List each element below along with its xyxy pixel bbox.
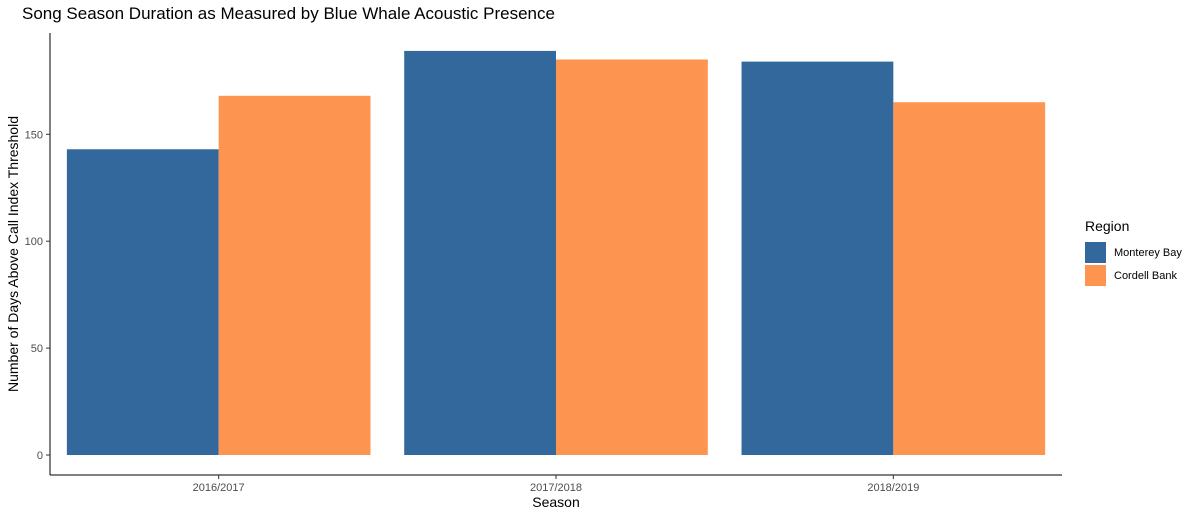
legend-title: Region (1085, 218, 1130, 234)
legend: Region Monterey Bay Cordell Bank (1085, 218, 1200, 287)
y-tick-label: 100 (25, 236, 43, 248)
x-tick-label: 2018/2019 (867, 482, 919, 494)
legend-label: Cordell Bank (1114, 269, 1177, 282)
bar-monterey-bay-2 (404, 50, 556, 455)
x-ticks-group: 2016/2017 2017/2018 2018/2019 (193, 475, 919, 494)
y-tick-label: 150 (25, 129, 43, 141)
bars-group (66, 50, 1046, 456)
bar-monterey-bay-3 (741, 61, 894, 455)
legend-item: Monterey Bay (1085, 241, 1200, 264)
legend-items: Monterey Bay Cordell Bank (1085, 241, 1200, 287)
y-tick-label: 50 (31, 343, 43, 355)
y-ticks-group: 0 50 100 150 (25, 129, 50, 462)
legend-key (1085, 265, 1106, 286)
x-axis-title: Season (532, 494, 579, 510)
x-tick-label: 2017/2018 (530, 482, 582, 494)
chart-title: Song Season Duration as Measured by Blue… (22, 4, 555, 23)
x-tick-label: 2016/2017 (193, 482, 245, 494)
bar-cordell-bank-2 (556, 59, 708, 455)
bar-cordell-bank-1 (218, 95, 371, 455)
legend-label: Monterey Bay (1114, 246, 1182, 259)
y-tick-label: 0 (37, 450, 43, 462)
y-axis-title: Number of Days Above Call Index Threshol… (5, 116, 21, 392)
bar-cordell-bank-3 (893, 102, 1046, 455)
bar-monterey-bay-1 (66, 149, 219, 456)
legend-item: Cordell Bank (1085, 264, 1200, 287)
legend-key (1085, 242, 1106, 263)
